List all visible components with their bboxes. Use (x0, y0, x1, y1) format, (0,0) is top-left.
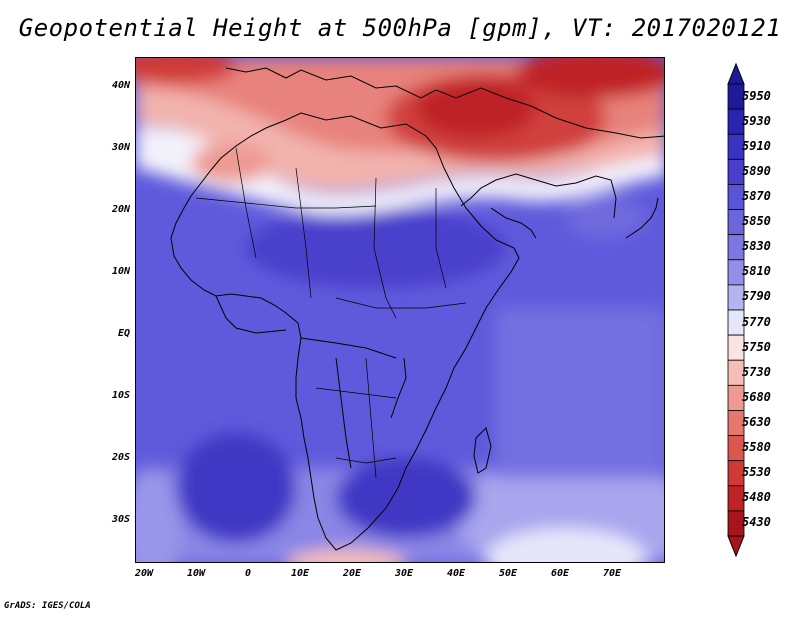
lat-label: 10N (111, 266, 130, 277)
map-title: Geopotential Height at 500hPa [gpm], VT:… (18, 14, 782, 42)
colorbar-label: 5730 (742, 364, 771, 379)
lon-label: 60E (550, 568, 570, 579)
credit-text: GrADS: IGES/COLA (4, 601, 91, 611)
colorbar-label: 5770 (742, 314, 771, 329)
colorbar-label: 5830 (742, 239, 771, 254)
colorbar-label: 5950 (742, 88, 771, 103)
lat-label: 30N (111, 142, 130, 153)
lat-label: EQ (117, 328, 130, 339)
colorbar-label: 5750 (742, 339, 771, 354)
colorbar-label: 5930 (742, 113, 771, 128)
lon-label: 30E (394, 568, 414, 579)
lat-label: 20N (111, 204, 130, 215)
colorbar-label: 5580 (742, 440, 771, 455)
lat-label: 10S (111, 390, 130, 401)
lon-label: 10E (290, 568, 310, 579)
lon-label: 20W (134, 568, 154, 579)
colorbar (727, 62, 745, 558)
colorbar-label: 5480 (742, 490, 771, 505)
colorbar-label: 5630 (742, 415, 771, 429)
colorbar-label: 5810 (742, 264, 771, 279)
lon-label: 0 (244, 568, 252, 579)
colorbar-label: 5530 (742, 465, 771, 480)
lat-label: 30S (111, 514, 130, 525)
colorbar-label: 5790 (742, 289, 771, 304)
colorbar-label: 5890 (742, 163, 771, 178)
lon-label: 40E (446, 568, 466, 579)
lat-label: 20S (111, 452, 130, 463)
colorbar-top-arrow (727, 62, 745, 85)
map-canvas (136, 58, 664, 562)
country-borders (195, 147, 467, 479)
colorbar-label: 5850 (742, 214, 771, 229)
lon-label: 50E (498, 568, 518, 579)
colorbar-label: 5680 (742, 389, 771, 404)
map-panel (135, 57, 665, 563)
lon-label: 20E (342, 568, 362, 579)
colorbar-bottom-arrow (727, 535, 745, 558)
coastlines (170, 67, 664, 551)
colorbar-label: 5910 (742, 138, 771, 153)
lat-label: 40N (111, 80, 130, 91)
lon-label: 70E (602, 568, 622, 579)
colorbar-label: 5430 (742, 515, 771, 530)
lon-label: 10W (186, 568, 206, 579)
height-field-shading (136, 58, 664, 562)
colorbar-label: 5870 (742, 189, 771, 203)
